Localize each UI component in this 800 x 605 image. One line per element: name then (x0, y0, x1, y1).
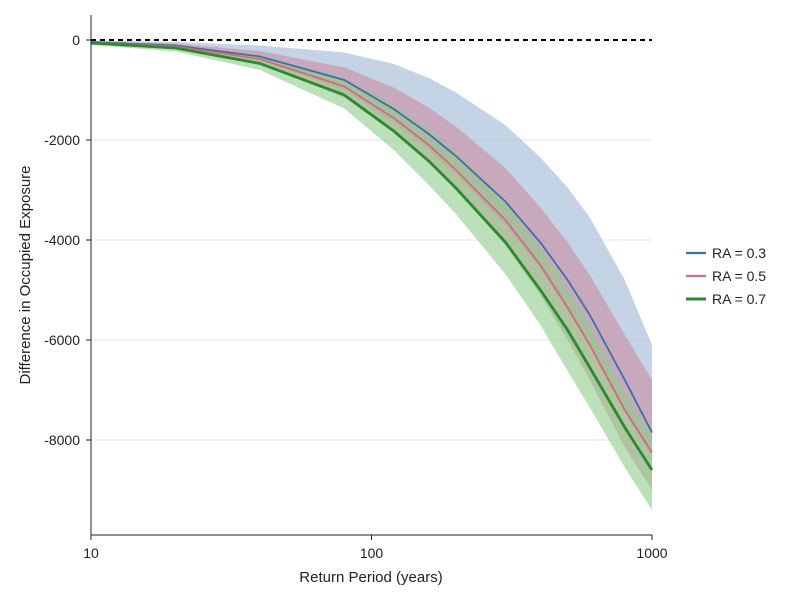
x-tick-label-2: 1000 (636, 545, 667, 561)
band-series-3 (91, 41, 652, 510)
x-axis-label: Return Period (years) (299, 569, 442, 586)
legend-label-3: RA = 0.7 (712, 291, 766, 307)
y-tick-label-1: -2000 (44, 132, 80, 148)
line-series-3 (90, 41, 654, 471)
line-series-1 (90, 41, 653, 433)
series-lines (90, 41, 654, 471)
legend-label-2: RA = 0.5 (712, 268, 766, 284)
y-tick-label-0: 0 (72, 32, 80, 48)
x-tick-label-1: 100 (360, 545, 384, 561)
x-tick-label-0: 10 (83, 545, 99, 561)
y-tick-label-2: -4000 (44, 232, 80, 248)
legend: RA = 0.3 RA = 0.5 RA = 0.7 (686, 245, 766, 307)
tick-labels: 0 -2000 -4000 -6000 -8000 10 100 1000 (44, 32, 668, 561)
y-axis-label: Difference in Occupied Exposure (17, 165, 34, 384)
band-series-1 (91, 40, 652, 458)
y-tick-label-4: -8000 (44, 432, 80, 448)
legend-label-1: RA = 0.3 (712, 245, 766, 261)
line-series-2 (90, 41, 653, 453)
y-tick-label-3: -6000 (44, 332, 80, 348)
